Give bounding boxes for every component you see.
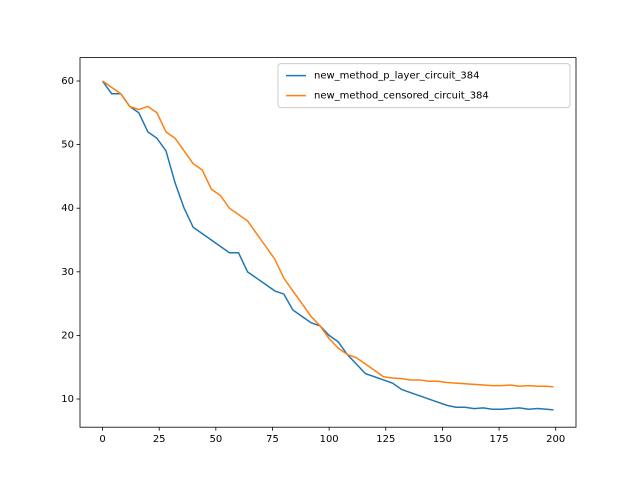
y-tick-label: 60 bbox=[61, 76, 74, 87]
x-tick-label: 150 bbox=[433, 434, 452, 445]
x-tick-label: 50 bbox=[209, 434, 222, 445]
x-tick-label: 175 bbox=[490, 434, 509, 445]
legend-label: new_method_censored_circuit_384 bbox=[314, 91, 489, 102]
y-tick-label: 10 bbox=[61, 394, 74, 405]
axes-frame bbox=[79, 57, 577, 428]
legend-box bbox=[277, 63, 571, 109]
legend-label: new_method_p_layer_circuit_384 bbox=[314, 71, 480, 82]
x-tick-label: 25 bbox=[153, 434, 166, 445]
y-tick-label: 40 bbox=[61, 203, 74, 214]
y-tick-label: 50 bbox=[61, 140, 74, 151]
data-line bbox=[101, 80, 554, 411]
x-tick-label: 125 bbox=[376, 434, 395, 445]
x-tick-label: 100 bbox=[320, 434, 339, 445]
x-tick-label: 75 bbox=[266, 434, 279, 445]
x-tick-label: 200 bbox=[546, 434, 565, 445]
y-tick-label: 30 bbox=[61, 267, 74, 278]
y-tick-label: 20 bbox=[61, 330, 74, 341]
x-tick-label: 0 bbox=[99, 434, 105, 445]
data-line bbox=[102, 80, 554, 388]
